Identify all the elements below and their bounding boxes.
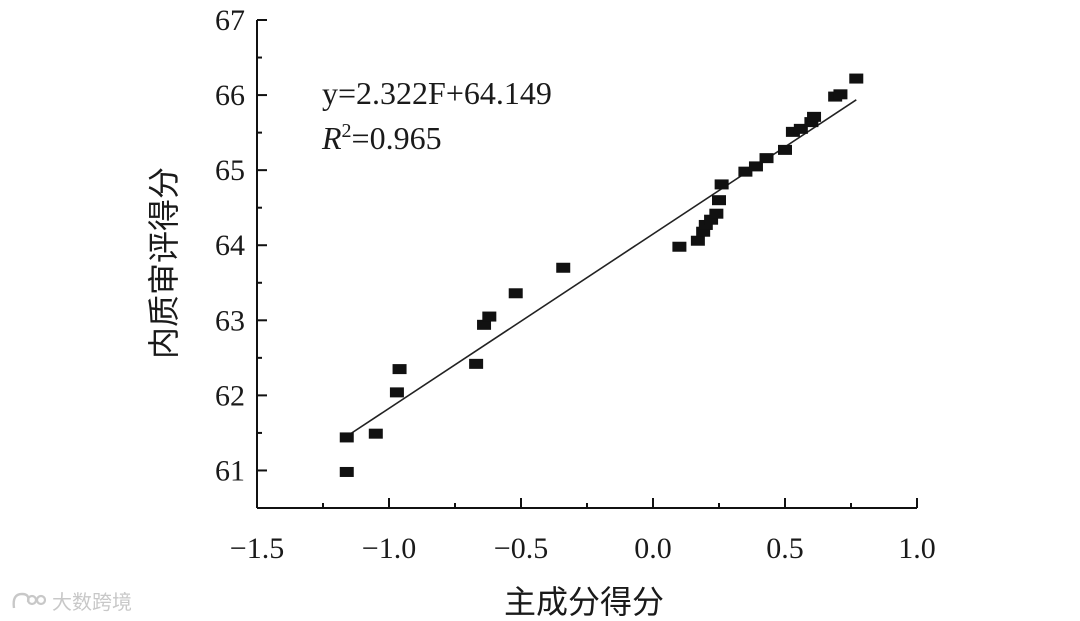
data-point [339, 432, 354, 443]
data-point [690, 235, 705, 246]
x-tick-label: −0.5 [494, 532, 548, 565]
axes: 61 62 63 64 65 66 67 −1.5 −1.0 −0.5 0.0 0.5 1.0 [215, 4, 936, 565]
data-point [696, 226, 711, 237]
data-point [556, 262, 571, 273]
r-squared-superscript: 2 [342, 120, 352, 142]
watermark: 大数跨境 [10, 586, 132, 615]
y-tick-label: 63 [215, 304, 245, 337]
data-point [833, 89, 848, 100]
data-point [759, 153, 774, 164]
y-axis-title: 内质审评得分 [145, 167, 183, 359]
data-point [807, 111, 822, 122]
y-tick-label: 61 [215, 454, 245, 487]
data-points [339, 73, 864, 477]
data-point [709, 208, 724, 219]
data-point [738, 166, 753, 177]
data-point [392, 364, 407, 375]
y-tick-label: 64 [215, 229, 245, 262]
data-point [339, 466, 354, 477]
y-tick-label: 65 [215, 154, 245, 187]
y-tick-label: 66 [215, 79, 245, 112]
r-squared-symbol: R [321, 120, 342, 156]
r-squared-label: R2=0.965 [321, 120, 442, 156]
data-point [714, 179, 729, 190]
r-squared-value: =0.965 [352, 120, 442, 156]
regression-equation: y=2.322F+64.149 [322, 75, 552, 111]
data-point [704, 214, 719, 225]
data-point [368, 428, 383, 439]
data-point [508, 288, 523, 299]
x-tick-label: 1.0 [898, 532, 936, 565]
data-point [778, 144, 792, 155]
x-tick-label: 0.0 [634, 532, 672, 565]
data-point [389, 387, 404, 398]
y-tick-label: 67 [215, 4, 245, 37]
data-point [698, 219, 713, 230]
x-tick-label: −1.5 [230, 532, 284, 565]
brand-logo-icon [12, 592, 46, 608]
data-point [469, 358, 484, 369]
data-point [748, 161, 763, 172]
x-tick-label: −1.0 [362, 532, 416, 565]
data-point [785, 126, 800, 137]
data-point [712, 195, 726, 206]
data-point [482, 311, 497, 322]
data-point [849, 73, 864, 84]
x-tick-label: 0.5 [766, 532, 804, 565]
y-tick-label: 62 [215, 379, 245, 412]
x-axis-title: 主成分得分 [504, 583, 664, 621]
data-point [793, 123, 808, 134]
watermark-text: 大数跨境 [52, 590, 132, 614]
data-point [477, 319, 492, 330]
data-point [804, 117, 819, 128]
data-point [672, 241, 687, 252]
